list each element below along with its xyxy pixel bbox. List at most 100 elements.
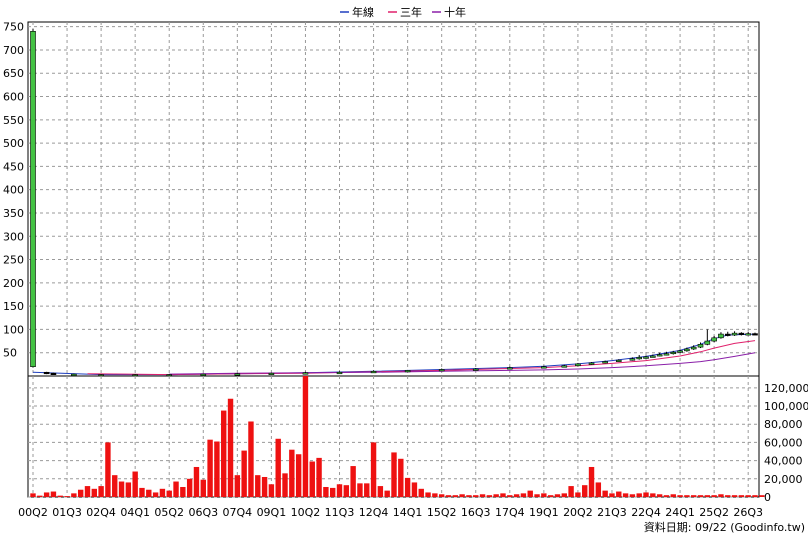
volume-bar bbox=[200, 479, 206, 497]
volume-bar bbox=[602, 490, 608, 497]
price-plot-frame bbox=[27, 21, 760, 377]
volume-bar bbox=[541, 493, 547, 497]
volume-bar bbox=[98, 486, 104, 497]
price-tick-label: 150 bbox=[3, 300, 24, 313]
volume-bar bbox=[513, 494, 520, 497]
volume-bar bbox=[575, 492, 581, 497]
volume-bar bbox=[71, 493, 77, 497]
x-tick-label: 06Q3 bbox=[188, 506, 218, 519]
x-tick-label: 12Q4 bbox=[359, 506, 389, 519]
candle-body bbox=[234, 373, 241, 376]
volume-bar bbox=[180, 486, 186, 497]
volume-bar bbox=[84, 486, 91, 497]
candlesticks bbox=[30, 28, 758, 377]
volume-bar bbox=[745, 495, 751, 497]
volume-bar bbox=[609, 493, 615, 497]
price-y-ticks: 50 100 150 200 250 300 350 400 450 500 550 600 650 70… bbox=[3, 21, 24, 360]
candle-body bbox=[724, 333, 731, 336]
candle-body bbox=[711, 337, 717, 342]
x-axis-labels: 00Q2 01Q3 02Q4 04Q1 05Q2 06Q3 07Q4 09Q1 10Q2 11Q3… bbox=[18, 506, 763, 519]
ma-line bbox=[169, 352, 756, 375]
volume-bar bbox=[139, 487, 145, 497]
volume-bar bbox=[725, 495, 731, 497]
volume-bar bbox=[582, 485, 588, 497]
price-tick-label: 550 bbox=[3, 114, 24, 127]
candle-body bbox=[472, 368, 479, 371]
legend-item: 三年 bbox=[400, 5, 422, 19]
volume-y-ticks: 0 20,000 40,000 60,000 80,000 100,000 120,000 bbox=[764, 382, 808, 504]
volume-bar bbox=[186, 478, 193, 497]
volume-bar bbox=[323, 486, 329, 497]
volume-bar bbox=[738, 495, 745, 497]
x-tick-label: 07Q4 bbox=[223, 506, 253, 519]
candle-body bbox=[643, 356, 649, 359]
volume-bars bbox=[30, 376, 765, 497]
candle-body bbox=[704, 340, 711, 345]
price-tick-label: 450 bbox=[3, 160, 24, 173]
price-tick-label: 500 bbox=[3, 137, 24, 150]
volume-bar bbox=[493, 494, 499, 497]
volume-bar bbox=[248, 421, 254, 497]
volume-bar bbox=[643, 492, 649, 497]
candle-body bbox=[438, 369, 445, 372]
volume-bar bbox=[166, 490, 172, 497]
volume-bar bbox=[57, 495, 63, 497]
volume-bar bbox=[718, 494, 724, 497]
x-tick-label: 14Q1 bbox=[393, 506, 423, 519]
volume-bar bbox=[425, 492, 431, 497]
candle-body bbox=[677, 350, 683, 353]
candle-body bbox=[561, 365, 568, 368]
volume-bar bbox=[268, 484, 275, 497]
volume-bar bbox=[507, 495, 513, 497]
x-tick-label: 11Q3 bbox=[325, 506, 355, 519]
candle-body bbox=[718, 333, 724, 339]
volume-bar bbox=[731, 495, 738, 497]
x-tick-label: 26Q3 bbox=[733, 506, 763, 519]
volume-bar bbox=[636, 493, 642, 497]
candle-body bbox=[602, 361, 608, 364]
volume-bar bbox=[207, 439, 213, 497]
volume-bar bbox=[193, 466, 200, 497]
candle-body bbox=[336, 371, 343, 375]
x-tick-label: 24Q1 bbox=[665, 506, 695, 519]
candle-body bbox=[268, 372, 275, 376]
volume-bar bbox=[486, 495, 493, 497]
volume-bar bbox=[759, 495, 765, 497]
volume-bar bbox=[173, 481, 179, 497]
volume-bar bbox=[411, 482, 418, 497]
volume-bar bbox=[227, 398, 234, 497]
volume-bar bbox=[500, 493, 506, 497]
volume-bar bbox=[125, 482, 132, 497]
volume-bar bbox=[77, 489, 84, 497]
candle-body bbox=[663, 353, 670, 356]
volume-bar bbox=[50, 491, 57, 497]
volume-bar bbox=[377, 486, 384, 497]
volume-bar bbox=[370, 442, 377, 497]
candle-body bbox=[370, 371, 377, 374]
x-tick-label: 15Q2 bbox=[427, 506, 457, 519]
data-date-footer: 資料日期: 09/22 (Goodinfo.tw) bbox=[644, 520, 805, 534]
candle-body bbox=[656, 354, 663, 357]
volume-bar bbox=[152, 492, 159, 497]
volume-bar bbox=[105, 442, 111, 497]
volume-bar bbox=[554, 494, 561, 497]
x-tick-label: 02Q4 bbox=[86, 506, 116, 519]
volume-tick-label: 40,000 bbox=[764, 455, 803, 468]
candle-body bbox=[752, 333, 758, 336]
candle-body bbox=[302, 372, 309, 375]
volume-bar bbox=[146, 489, 152, 497]
x-tick-label: 19Q1 bbox=[529, 506, 559, 519]
x-tick-label: 17Q4 bbox=[495, 506, 525, 519]
price-panel: 50 100 150 200 250 300 350 400 450 500 550 600 650 70… bbox=[3, 21, 760, 377]
volume-bar bbox=[234, 475, 241, 497]
candle-body bbox=[670, 351, 677, 355]
volume-bar bbox=[438, 494, 445, 497]
volume-bar bbox=[64, 496, 70, 497]
price-tick-label: 700 bbox=[3, 44, 24, 57]
candle-body bbox=[50, 372, 57, 376]
volume-bar bbox=[711, 495, 717, 497]
volume-bar bbox=[364, 483, 370, 497]
volume-bar bbox=[622, 493, 629, 497]
candle-body bbox=[690, 346, 697, 350]
volume-bar bbox=[329, 487, 336, 497]
